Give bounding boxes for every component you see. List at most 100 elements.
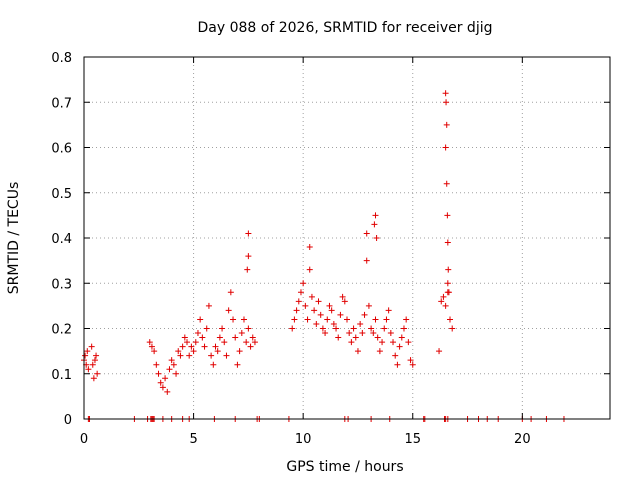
data-point bbox=[162, 375, 169, 382]
y-tick-label: 0.3 bbox=[51, 277, 72, 292]
data-point bbox=[295, 298, 302, 305]
data-point bbox=[436, 348, 443, 355]
data-point bbox=[330, 320, 337, 327]
x-tick-label: 0 bbox=[80, 432, 88, 447]
data-point bbox=[442, 302, 449, 309]
data-point bbox=[177, 352, 184, 359]
data-point bbox=[311, 307, 318, 314]
data-point bbox=[249, 334, 256, 341]
x-axis-label: GPS time / hours bbox=[286, 459, 403, 475]
grid-layer bbox=[84, 57, 610, 419]
data-point bbox=[293, 307, 300, 314]
data-point bbox=[225, 307, 232, 314]
data-point bbox=[238, 330, 245, 337]
y-tick-label: 0.2 bbox=[51, 323, 72, 338]
data-point bbox=[363, 257, 370, 264]
data-point bbox=[308, 293, 315, 300]
data-point bbox=[297, 289, 304, 296]
data-point bbox=[188, 343, 195, 350]
data-point bbox=[251, 339, 258, 346]
data-point bbox=[445, 266, 452, 273]
data-point bbox=[245, 253, 252, 260]
data-point bbox=[148, 343, 155, 350]
x-tick-label: 5 bbox=[189, 432, 197, 447]
data-point bbox=[234, 361, 241, 368]
data-point bbox=[159, 384, 166, 391]
data-point bbox=[212, 343, 219, 350]
data-point bbox=[443, 121, 450, 128]
data-point bbox=[368, 325, 375, 332]
data-point bbox=[157, 379, 164, 386]
data-point bbox=[88, 343, 95, 350]
data-point bbox=[374, 334, 381, 341]
data-point bbox=[93, 352, 100, 359]
data-point bbox=[341, 298, 348, 305]
data-point bbox=[219, 325, 226, 332]
x-tick-label: 20 bbox=[514, 432, 531, 447]
data-point bbox=[359, 330, 366, 337]
data-point bbox=[306, 266, 313, 273]
data-point bbox=[94, 370, 101, 377]
data-point bbox=[146, 339, 153, 346]
data-point bbox=[315, 298, 322, 305]
data-point bbox=[236, 348, 243, 355]
data-point bbox=[184, 339, 191, 346]
data-point bbox=[151, 348, 158, 355]
data-point bbox=[170, 361, 177, 368]
x-tick-label: 10 bbox=[295, 432, 312, 447]
data-point bbox=[381, 325, 388, 332]
data-point bbox=[244, 266, 251, 273]
data-point bbox=[194, 330, 201, 337]
data-point bbox=[365, 302, 372, 309]
data-point bbox=[247, 343, 254, 350]
data-point bbox=[164, 388, 171, 395]
data-point bbox=[306, 244, 313, 251]
data-point bbox=[442, 144, 449, 151]
data-point bbox=[403, 316, 410, 323]
data-point bbox=[304, 316, 311, 323]
data-point bbox=[354, 348, 361, 355]
data-point bbox=[300, 280, 307, 287]
data-point bbox=[394, 361, 401, 368]
plot-frame bbox=[83, 56, 611, 420]
data-point bbox=[289, 325, 296, 332]
data-point bbox=[199, 334, 206, 341]
data-point bbox=[438, 298, 445, 305]
data-point bbox=[398, 334, 405, 341]
data-point bbox=[373, 235, 380, 241]
data-point bbox=[443, 99, 450, 106]
data-point bbox=[361, 311, 368, 318]
data-point bbox=[322, 330, 329, 337]
data-point bbox=[201, 343, 208, 350]
data-point bbox=[205, 302, 212, 309]
data-point bbox=[324, 316, 331, 323]
data-point bbox=[179, 343, 186, 350]
data-point bbox=[344, 316, 350, 323]
data-point bbox=[370, 330, 377, 337]
data-point bbox=[444, 212, 451, 219]
data-point bbox=[245, 325, 252, 332]
data-point bbox=[350, 325, 357, 332]
data-point bbox=[396, 343, 403, 350]
data-point bbox=[443, 180, 450, 187]
data-point bbox=[243, 339, 250, 346]
data-point bbox=[449, 325, 456, 332]
data-point bbox=[84, 348, 91, 355]
data-point bbox=[302, 302, 309, 309]
y-axis-label: SRMTID / TECUs bbox=[6, 182, 22, 295]
data-point bbox=[240, 316, 247, 323]
data-point bbox=[337, 311, 344, 318]
data-point bbox=[155, 370, 162, 377]
data-point bbox=[392, 352, 399, 359]
y-tick-label: 0.7 bbox=[51, 96, 72, 111]
x-tick-label: 15 bbox=[404, 432, 421, 447]
data-point bbox=[440, 293, 447, 300]
data-point bbox=[210, 361, 217, 368]
data-point bbox=[90, 375, 97, 382]
data-point bbox=[400, 325, 407, 332]
data-point bbox=[186, 352, 193, 359]
data-point bbox=[390, 339, 397, 346]
y-tick-label: 0.4 bbox=[51, 232, 72, 247]
data-point bbox=[221, 339, 228, 346]
